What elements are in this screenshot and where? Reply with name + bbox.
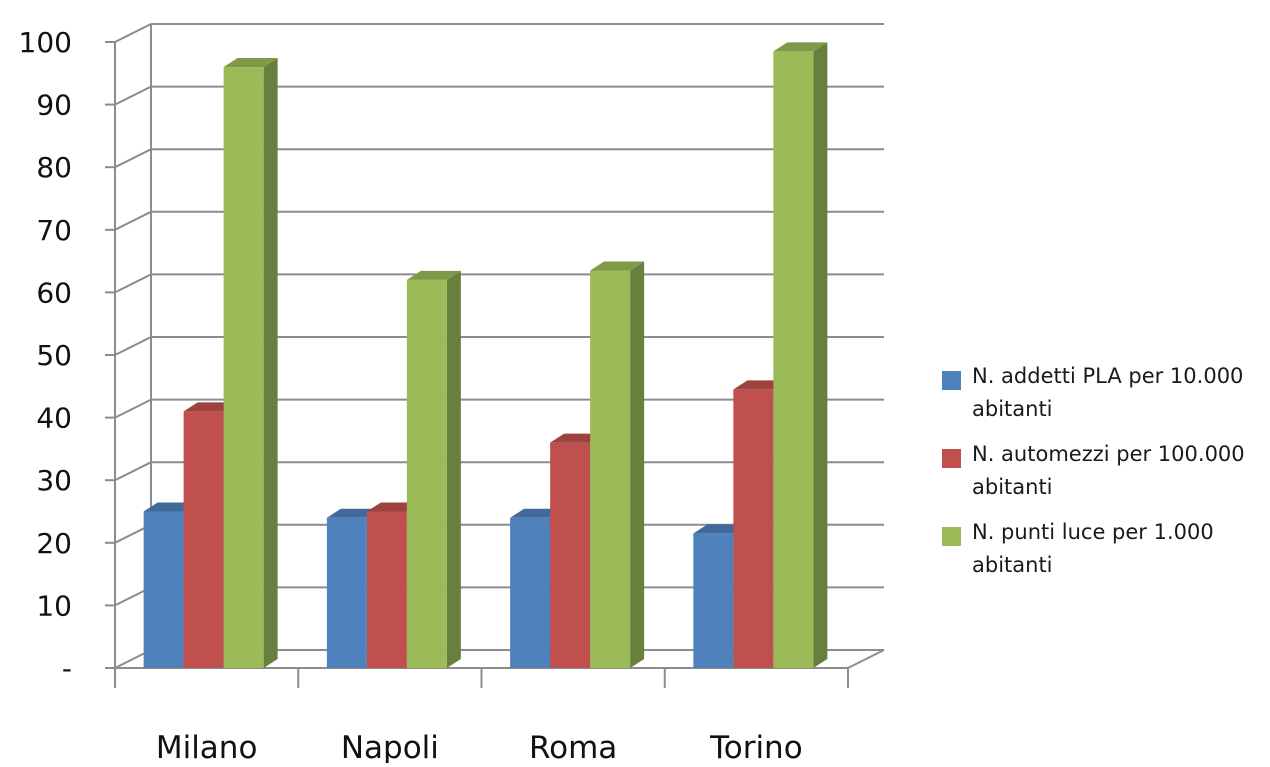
legend: N. addetti PLA per 10.000 abitanti N. au…: [942, 360, 1267, 594]
x-tick-label: Napoli: [341, 730, 439, 763]
bar: [590, 270, 631, 668]
legend-item-punti-luce: N. punti luce per 1.000 abitanti: [942, 516, 1267, 582]
y-tick-label: 10: [36, 589, 72, 622]
floor-edge: [847, 649, 885, 669]
bar: [773, 51, 814, 668]
bar: [223, 67, 264, 669]
y-tick-label: 80: [36, 151, 72, 184]
legend-label-automezzi: N. automezzi per 100.000 abitanti: [972, 442, 1245, 499]
legend-item-automezzi: N. automezzi per 100.000 abitanti: [942, 438, 1267, 504]
bar: [326, 517, 367, 668]
x-tick-label: Roma: [529, 730, 617, 763]
bar: [550, 442, 591, 668]
bar: [406, 279, 447, 668]
x-tick-label: Torino: [709, 730, 803, 763]
bar-side: [813, 42, 828, 668]
legend-item-addetti: N. addetti PLA per 10.000 abitanti: [942, 360, 1267, 426]
gridline-depth: [114, 23, 152, 43]
bar: [143, 511, 184, 668]
bar-top: [223, 58, 278, 68]
y-tick-label: 30: [36, 464, 72, 497]
bar-top: [590, 261, 645, 271]
y-tick-label: 90: [36, 89, 72, 122]
gridline-depth: [114, 148, 152, 169]
gridline-depth: [114, 273, 152, 294]
y-tick-label: -: [62, 652, 72, 685]
y-tick-label: 60: [36, 276, 72, 309]
y-tick-label: 100: [19, 26, 72, 59]
gridline-depth: [114, 336, 152, 356]
bar: [183, 411, 224, 668]
legend-swatch-automezzi: [942, 449, 961, 468]
y-tick-label: 50: [36, 339, 72, 372]
legend-label-punti-luce: N. punti luce per 1.000 abitanti: [972, 520, 1214, 577]
bar-side: [630, 261, 645, 668]
legend-label-addetti: N. addetti PLA per 10.000 abitanti: [972, 364, 1244, 421]
gridline-depth: [114, 398, 152, 419]
bar-side: [263, 58, 278, 669]
gridline-depth: [114, 210, 152, 231]
gridline-depth: [114, 461, 152, 482]
bar-top: [773, 42, 828, 52]
gridline-depth: [114, 85, 152, 106]
legend-swatch-addetti: [942, 371, 961, 390]
bar-top: [406, 270, 461, 280]
bar: [693, 533, 734, 668]
legend-swatch-punti-luce: [942, 527, 961, 546]
bar: [733, 389, 774, 668]
x-tick-label: Milano: [156, 730, 258, 763]
y-tick-label: 40: [36, 402, 72, 435]
bar: [510, 517, 551, 668]
y-tick-label: 20: [36, 527, 72, 560]
bar: [366, 511, 407, 668]
y-tick-label: 70: [36, 214, 72, 247]
bar-side: [446, 270, 461, 668]
